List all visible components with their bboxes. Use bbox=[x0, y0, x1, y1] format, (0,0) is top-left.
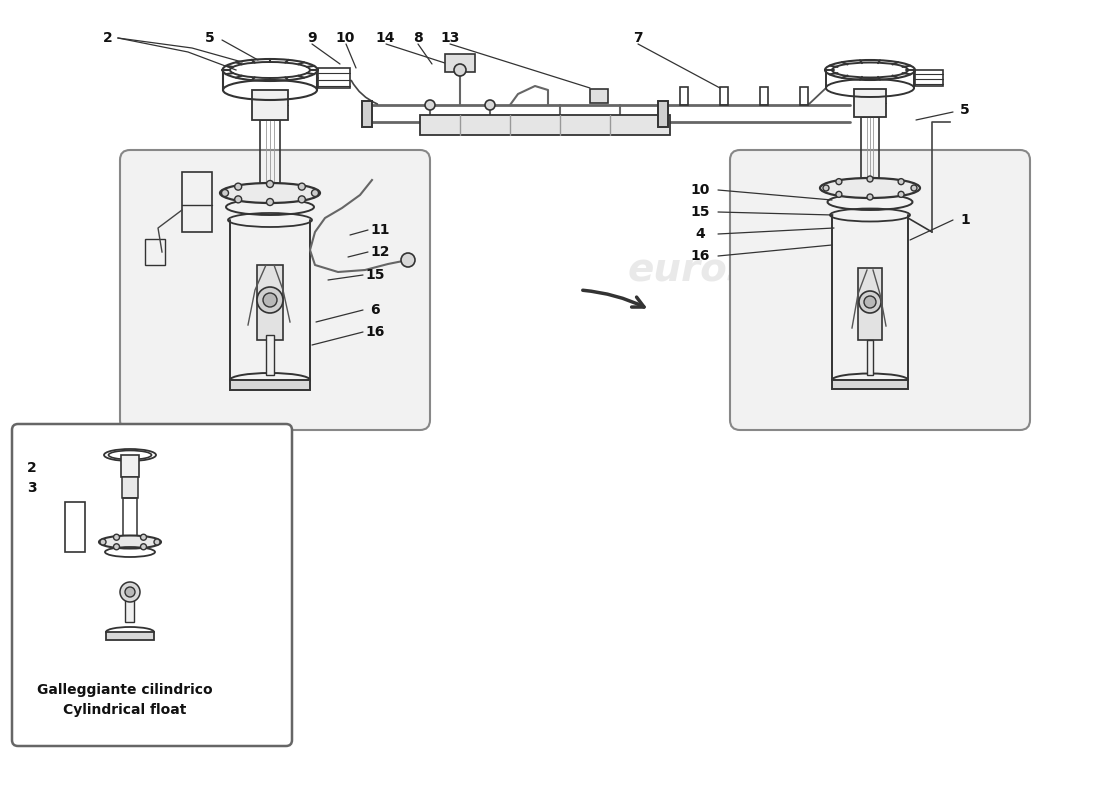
Circle shape bbox=[263, 293, 277, 307]
Text: 12: 12 bbox=[371, 245, 389, 259]
Text: 1: 1 bbox=[960, 213, 970, 227]
Bar bbox=[858, 268, 882, 340]
Circle shape bbox=[125, 587, 135, 597]
Circle shape bbox=[867, 176, 873, 182]
Bar bbox=[64, 606, 80, 628]
Circle shape bbox=[402, 253, 415, 267]
Circle shape bbox=[898, 178, 904, 185]
Ellipse shape bbox=[220, 183, 320, 203]
Text: 3: 3 bbox=[28, 481, 36, 495]
Circle shape bbox=[120, 582, 140, 602]
Circle shape bbox=[485, 100, 495, 110]
Circle shape bbox=[823, 185, 829, 191]
Text: 11: 11 bbox=[371, 223, 389, 237]
Text: eurospares: eurospares bbox=[177, 351, 422, 389]
Circle shape bbox=[864, 296, 876, 308]
Text: 9: 9 bbox=[307, 31, 317, 45]
Bar bbox=[260, 120, 280, 190]
Text: 15: 15 bbox=[365, 268, 385, 282]
Text: 10: 10 bbox=[691, 183, 710, 197]
Circle shape bbox=[266, 181, 274, 187]
Circle shape bbox=[154, 539, 160, 545]
Circle shape bbox=[141, 544, 146, 550]
Circle shape bbox=[867, 194, 873, 200]
Circle shape bbox=[311, 190, 319, 197]
Circle shape bbox=[234, 196, 242, 203]
Text: Galleggiante cilindrico: Galleggiante cilindrico bbox=[37, 683, 212, 697]
Circle shape bbox=[911, 185, 917, 191]
Circle shape bbox=[454, 64, 466, 76]
Circle shape bbox=[859, 291, 881, 313]
Circle shape bbox=[234, 183, 242, 190]
Text: 4: 4 bbox=[695, 227, 705, 241]
Bar bbox=[590, 89, 608, 103]
Bar bbox=[230, 380, 310, 390]
Bar bbox=[446, 54, 475, 72]
Text: 14: 14 bbox=[375, 31, 395, 45]
Bar bbox=[122, 477, 138, 498]
Bar bbox=[257, 265, 283, 340]
Bar bbox=[121, 455, 139, 477]
Bar bbox=[658, 101, 668, 127]
Text: 15: 15 bbox=[691, 205, 710, 219]
Bar bbox=[252, 90, 288, 120]
Bar bbox=[65, 502, 85, 552]
Text: 13: 13 bbox=[440, 31, 460, 45]
Text: 16: 16 bbox=[691, 249, 710, 263]
Text: 8: 8 bbox=[414, 31, 422, 45]
Circle shape bbox=[221, 190, 229, 197]
Text: 2: 2 bbox=[103, 31, 113, 45]
Circle shape bbox=[298, 196, 306, 203]
Bar bbox=[832, 380, 908, 389]
Circle shape bbox=[113, 534, 120, 540]
Ellipse shape bbox=[820, 178, 920, 198]
Bar bbox=[266, 335, 274, 375]
Bar bbox=[720, 87, 728, 105]
Circle shape bbox=[113, 544, 120, 550]
Bar bbox=[800, 87, 808, 105]
Bar bbox=[915, 70, 943, 86]
Text: Cylindrical float: Cylindrical float bbox=[64, 703, 187, 717]
Text: 5: 5 bbox=[960, 103, 970, 117]
Bar bbox=[125, 596, 134, 622]
FancyBboxPatch shape bbox=[120, 150, 430, 430]
Circle shape bbox=[266, 198, 274, 206]
Text: 5: 5 bbox=[205, 31, 214, 45]
Bar bbox=[854, 89, 886, 117]
Text: 7: 7 bbox=[634, 31, 642, 45]
Circle shape bbox=[836, 191, 842, 198]
Text: 6: 6 bbox=[371, 303, 380, 317]
Circle shape bbox=[257, 287, 283, 313]
Bar bbox=[123, 498, 138, 540]
Bar bbox=[680, 87, 688, 105]
Bar bbox=[362, 101, 372, 127]
Circle shape bbox=[100, 539, 106, 545]
Bar bbox=[318, 68, 350, 88]
Circle shape bbox=[425, 100, 435, 110]
Circle shape bbox=[898, 191, 904, 198]
Bar bbox=[182, 172, 212, 232]
Text: 10: 10 bbox=[336, 31, 354, 45]
Bar bbox=[420, 115, 670, 135]
Circle shape bbox=[298, 183, 306, 190]
Bar bbox=[106, 632, 154, 640]
Text: 16: 16 bbox=[365, 325, 385, 339]
Bar bbox=[760, 87, 768, 105]
Text: eurospares: eurospares bbox=[627, 251, 873, 289]
Bar bbox=[145, 239, 165, 265]
FancyBboxPatch shape bbox=[12, 424, 292, 746]
Circle shape bbox=[836, 178, 842, 185]
Text: 2: 2 bbox=[28, 461, 37, 475]
Ellipse shape bbox=[99, 535, 161, 549]
Circle shape bbox=[141, 534, 146, 540]
Bar bbox=[861, 117, 879, 185]
Bar bbox=[867, 340, 873, 375]
FancyBboxPatch shape bbox=[730, 150, 1030, 430]
